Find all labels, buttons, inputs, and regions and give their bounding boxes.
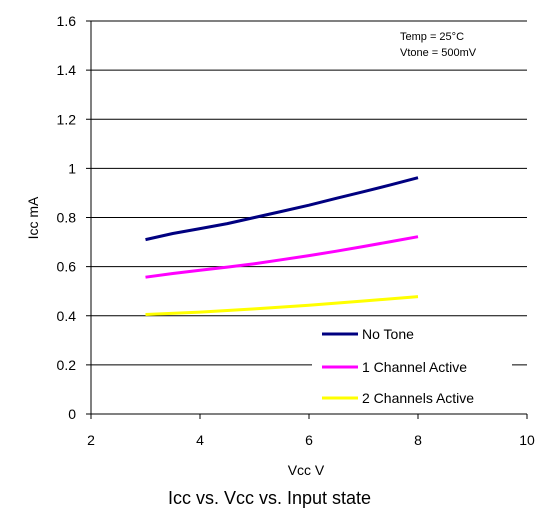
y-tick-label: 0.6 <box>57 259 77 275</box>
y-axis-ticks: 0 0.2 0.4 0.6 0.8 1 1.2 1.4 1.6 <box>57 13 91 422</box>
x-axis-title: Vcc V <box>288 462 325 478</box>
legend: No Tone 1 Channel Active 2 Channels Acti… <box>312 319 512 411</box>
y-tick-label: 0.4 <box>57 308 77 324</box>
series-line-3 <box>145 295 419 316</box>
annotation-vtone: Vtone = 500mV <box>400 47 477 59</box>
x-tick-label: 4 <box>196 432 204 448</box>
series-line-1 <box>145 176 419 242</box>
y-tick-label: 1.6 <box>57 13 77 29</box>
legend-label-2-channels: 2 Channels Active <box>362 390 474 406</box>
grid-lines <box>91 20 527 366</box>
y-tick-label: 1 <box>68 160 76 176</box>
legend-label-1-channel: 1 Channel Active <box>362 359 467 375</box>
y-tick-label: 1.2 <box>57 111 77 127</box>
x-tick-label: 10 <box>519 432 535 448</box>
line-chart: 0 0.2 0.4 0.6 0.8 1 1.2 1.4 1.6 2 4 6 8 10 Icc mA Vc… <box>25 13 535 478</box>
y-axis-title: Icc mA <box>25 196 41 239</box>
x-tick-label: 8 <box>414 432 422 448</box>
x-axis-ticks: 2 4 6 8 10 <box>87 414 535 448</box>
legend-label-no-tone: No Tone <box>362 326 414 342</box>
chart-caption: Icc vs. Vcc vs. Input state <box>167 488 372 508</box>
y-tick-label: 0 <box>68 406 76 422</box>
series-lines <box>145 176 419 316</box>
annotation-temp: Temp = 25°C <box>400 31 464 43</box>
y-tick-label: 1.4 <box>57 62 77 78</box>
series-line-2 <box>145 235 419 279</box>
x-tick-label: 6 <box>305 432 313 448</box>
x-tick-label: 2 <box>87 432 95 448</box>
y-tick-label: 0.8 <box>57 210 77 226</box>
y-tick-label: 0.2 <box>57 357 77 373</box>
